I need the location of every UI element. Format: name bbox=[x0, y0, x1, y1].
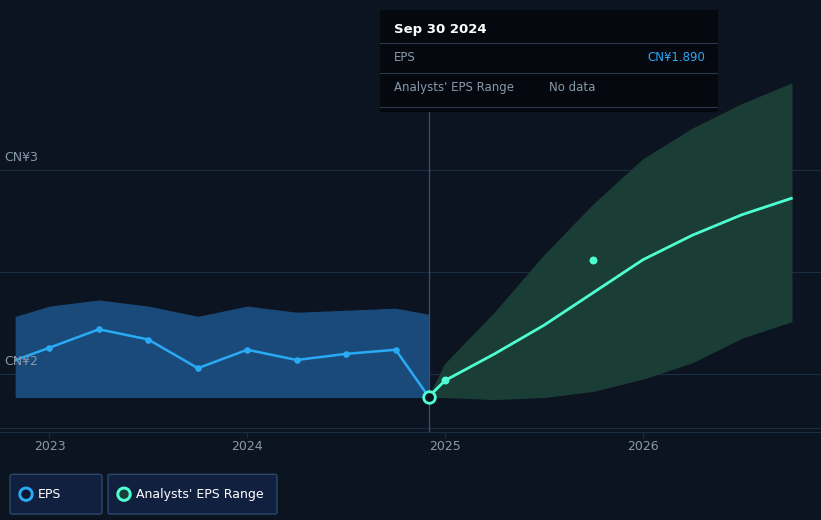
Text: Analysts' EPS Range: Analysts' EPS Range bbox=[393, 81, 514, 95]
FancyBboxPatch shape bbox=[108, 474, 277, 514]
Point bbox=[290, 356, 303, 364]
Text: 2024: 2024 bbox=[232, 440, 263, 453]
Text: EPS: EPS bbox=[38, 488, 62, 501]
Text: 2026: 2026 bbox=[627, 440, 658, 453]
Point bbox=[587, 256, 600, 264]
Text: 2023: 2023 bbox=[34, 440, 66, 453]
Text: 2025: 2025 bbox=[429, 440, 461, 453]
Point bbox=[340, 349, 353, 358]
Text: Actual: Actual bbox=[386, 73, 423, 86]
Text: Analysts Forecasts: Analysts Forecasts bbox=[438, 73, 548, 86]
Text: EPS: EPS bbox=[393, 51, 415, 64]
Circle shape bbox=[19, 487, 33, 501]
Circle shape bbox=[22, 490, 30, 498]
Point bbox=[92, 325, 105, 333]
Text: Sep 30 2024: Sep 30 2024 bbox=[393, 22, 486, 35]
Text: CN¥1.890: CN¥1.890 bbox=[647, 51, 705, 64]
Point bbox=[43, 344, 56, 352]
Text: CN¥2: CN¥2 bbox=[4, 355, 38, 368]
Point bbox=[438, 376, 452, 385]
Circle shape bbox=[120, 490, 128, 498]
Text: Analysts' EPS Range: Analysts' EPS Range bbox=[136, 488, 264, 501]
Point bbox=[389, 346, 402, 354]
Text: No data: No data bbox=[549, 81, 595, 95]
Circle shape bbox=[117, 487, 131, 501]
Point bbox=[142, 335, 155, 344]
Point bbox=[422, 393, 435, 401]
Point bbox=[191, 364, 204, 372]
Point bbox=[241, 346, 254, 354]
Text: CN¥3: CN¥3 bbox=[4, 151, 38, 164]
FancyBboxPatch shape bbox=[10, 474, 102, 514]
